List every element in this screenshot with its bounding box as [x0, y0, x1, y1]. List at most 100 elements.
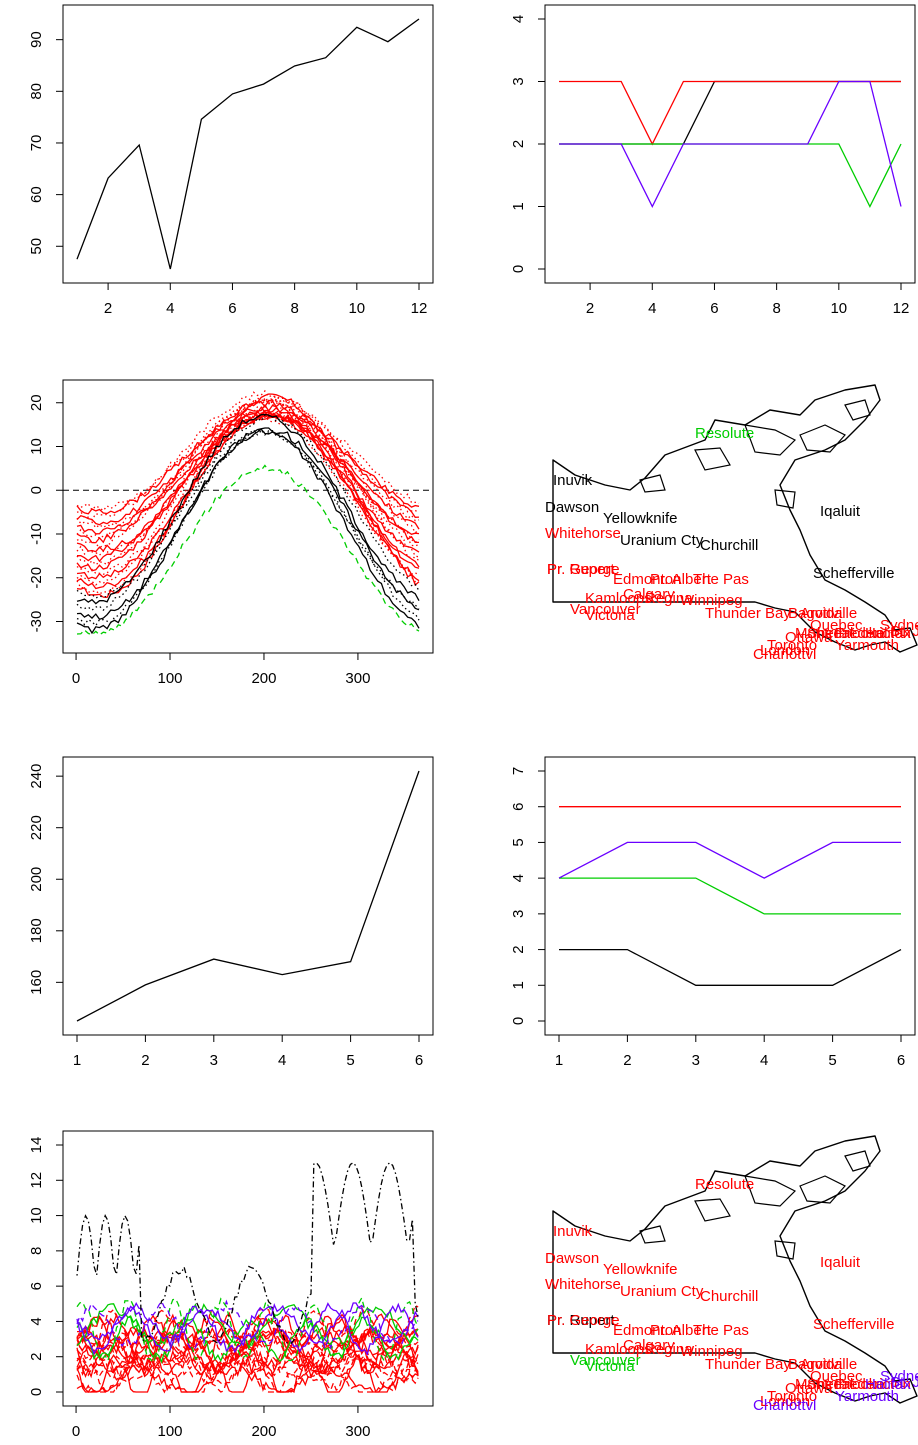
city-label-pr-albert: Pr. Albert — [650, 571, 712, 588]
series-line-3 — [76, 1350, 419, 1394]
x-tick-label: 8 — [290, 300, 298, 317]
series-line-17 — [76, 406, 420, 526]
city-label-charlottvl: Charlottvl — [753, 1397, 816, 1414]
y-tick-label: 6 — [28, 1282, 45, 1290]
city-label-london: London — [760, 642, 810, 659]
x-tick-label: 1 — [555, 1052, 563, 1069]
series-line-1 — [559, 948, 902, 986]
series-line-20 — [76, 399, 420, 512]
y-tick-label: 60 — [28, 186, 45, 203]
y-tick-label: 0 — [28, 1388, 45, 1396]
y-tick-label: 10 — [28, 438, 45, 455]
x-tick-label: 0 — [72, 1423, 80, 1440]
y-tick-label: 200 — [28, 867, 45, 892]
city-label-pr-rupert: Pr. Rupert — [547, 1312, 615, 1329]
y-tick-label: 10 — [28, 1207, 45, 1224]
city-label-yellowknife: Yellowknife — [603, 510, 678, 527]
city-label-ottawa: Ottawa — [785, 629, 833, 646]
series-line-1 — [76, 18, 420, 270]
city-label-thunder-bay: Thunder Bay — [705, 605, 791, 622]
city-label-kamloops: Kamloops — [585, 590, 652, 607]
city-label-arvida: Arvida — [800, 1356, 843, 1373]
x-tick-label: 300 — [345, 670, 370, 687]
series-line-22 — [76, 429, 420, 627]
y-tick-label: 5 — [510, 838, 527, 846]
x-tick-label: 12 — [411, 300, 428, 317]
city-label-sherbrooke: Sherbrooke — [807, 1376, 885, 1393]
series-line-3 — [559, 877, 901, 915]
series-line-24 — [76, 1302, 419, 1357]
city-label-uranium-cty: Uranium Cty — [620, 532, 704, 549]
y-tick-label: -30 — [28, 611, 45, 633]
island-outline-2 — [694, 1198, 731, 1222]
city-label-london: London — [760, 1393, 810, 1410]
city-label-uranium-cty: Uranium Cty — [620, 1283, 704, 1300]
x-tick-label: 200 — [251, 1423, 276, 1440]
x-tick-label: 4 — [166, 300, 174, 317]
canada-outline — [552, 384, 918, 653]
series-line-10 — [76, 410, 420, 557]
x-tick-label: 3 — [210, 1052, 218, 1069]
island-outline-5 — [844, 399, 871, 421]
x-tick-label: 8 — [772, 300, 780, 317]
series-line-20 — [76, 1296, 419, 1364]
city-label-montreal: Montreal — [795, 625, 853, 642]
x-tick-label: 100 — [158, 1423, 183, 1440]
series-line-4 — [76, 414, 420, 586]
x-tick-label: 300 — [345, 1423, 370, 1440]
city-label-dawson: Dawson — [545, 499, 599, 516]
x-tick-label: 12 — [893, 300, 910, 317]
city-label-whitehorse: Whitehorse — [545, 525, 621, 542]
city-label-bagottville: Bagottville — [788, 605, 857, 622]
island-outline-3 — [639, 474, 666, 493]
y-tick-label: 14 — [28, 1137, 45, 1154]
y-tick-label: 3 — [510, 910, 527, 918]
y-tick-label: 90 — [28, 31, 45, 48]
island-outline-2 — [694, 447, 731, 471]
y-tick-label: -20 — [28, 567, 45, 589]
y-tick-label: 6 — [510, 803, 527, 811]
y-tick-label: 50 — [28, 238, 45, 255]
y-tick-label: 20 — [28, 394, 45, 411]
series-line-2 — [76, 403, 420, 595]
city-label-charlottvl: Charlottvl — [753, 646, 816, 663]
x-tick-label: 4 — [760, 1052, 768, 1069]
city-label-montreal: Montreal — [795, 1376, 853, 1393]
city-label-the-pas: The Pas — [693, 1322, 749, 1339]
city-label-victoria: Victoria — [585, 607, 635, 624]
city-label-dawson: Dawson — [545, 1250, 599, 1267]
city-label-arvida: Arvida — [800, 605, 843, 622]
y-tick-label: 1 — [510, 981, 527, 989]
city-label-kamloops: Kamloops — [585, 1341, 652, 1358]
island-outline-4 — [799, 424, 846, 453]
series-line-1 — [76, 770, 420, 1022]
x-tick-label: 6 — [897, 1052, 905, 1069]
x-tick-label: 2 — [586, 300, 594, 317]
y-tick-label: 1 — [510, 202, 527, 210]
city-label-iqaluit: Iqaluit — [820, 503, 861, 520]
x-tick-label: 200 — [251, 670, 276, 687]
series-line-16 — [76, 412, 420, 529]
city-label-quebec: Quebec — [810, 1368, 863, 1385]
x-tick-label: 5 — [346, 1052, 354, 1069]
city-label-winnipeg: Winnipeg — [680, 1343, 743, 1360]
x-tick-label: 1 — [73, 1052, 81, 1069]
city-label-yarmouth: Yarmouth — [835, 1388, 899, 1405]
city-label-st-johns: St. Johns — [890, 623, 918, 640]
y-tick-label: 160 — [28, 970, 45, 995]
series-line-21 — [76, 1303, 419, 1350]
city-label-toronto: Toronto — [767, 1388, 817, 1405]
x-tick-label: 100 — [158, 670, 183, 687]
y-tick-label: 4 — [28, 1317, 45, 1325]
city-label-ottawa: Ottawa — [785, 1380, 833, 1397]
chart-panel-6: 1 2 3 4 5 6 0 1 2 3 4 5 6 7 — [510, 756, 916, 1069]
series-line-11 — [76, 413, 420, 553]
series-line-21 — [76, 428, 420, 635]
series-line-27 — [76, 464, 420, 636]
city-label-halifax: Halifax — [865, 625, 911, 642]
series-line-1 — [559, 80, 901, 145]
plot-box — [62, 756, 434, 1036]
series-line-2 — [559, 80, 901, 146]
